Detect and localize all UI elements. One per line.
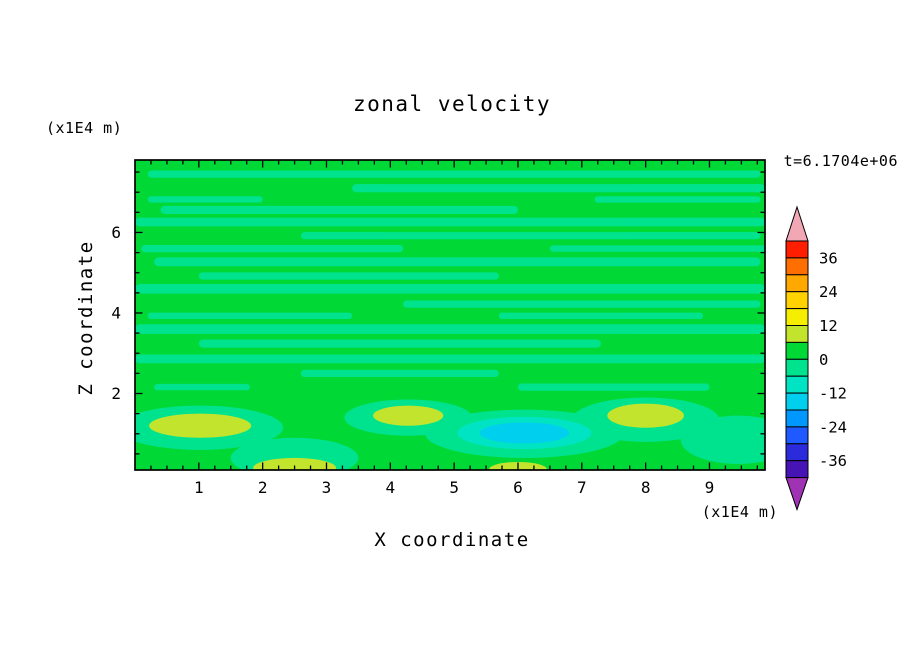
- x-tick-label: 7: [577, 478, 587, 497]
- colorbar-label: 36: [819, 249, 838, 267]
- contour-blob: [479, 422, 570, 444]
- y-tick-label: 4: [111, 303, 121, 322]
- colorbar-label: -36: [819, 452, 847, 470]
- colorbar-segment: [785, 375, 809, 394]
- plot-title: zonal velocity: [353, 92, 551, 116]
- colorbar-segment: [785, 460, 809, 479]
- colorbar-segment: [785, 341, 809, 360]
- x-tick-label: 6: [513, 478, 523, 497]
- colorbar-segment: [785, 257, 809, 276]
- axis-frame: [134, 159, 766, 471]
- x-tick-label: 8: [641, 478, 651, 497]
- contour-blob: [373, 405, 444, 426]
- colorbar-segment: [785, 308, 809, 327]
- colorbar-label: -12: [819, 385, 847, 403]
- contour-streak: [135, 354, 765, 364]
- contour-blob: [253, 457, 337, 470]
- x-tick-label: 1: [194, 478, 204, 497]
- y-tick-label: 2: [111, 384, 121, 403]
- contour-streak: [154, 257, 761, 267]
- contour-streak: [403, 300, 761, 308]
- colorbar-segment: [785, 240, 809, 259]
- contour-blob: [149, 413, 252, 438]
- contour-streak: [498, 312, 704, 320]
- contour-blob: [680, 415, 765, 464]
- contour-streak: [517, 383, 710, 391]
- colorbar-segment: [785, 274, 809, 293]
- y-axis-unit-label: (x1E4 m): [46, 119, 122, 137]
- contour-streak: [300, 232, 761, 240]
- x-tick-label: 5: [449, 478, 459, 497]
- contour-streak: [147, 196, 263, 203]
- tick-labels: 1 2 3 4 5 6 7 8 9 2 4 6: [111, 223, 714, 497]
- contour-blob: [607, 403, 684, 428]
- colorbar-segment: [785, 291, 809, 310]
- x-tick-label: 4: [385, 478, 395, 497]
- colorbar-segment: [785, 443, 809, 462]
- colorbar-label: 12: [819, 317, 838, 335]
- x-axis-title: X coordinate: [374, 529, 529, 551]
- colorbar: 36 24 12 0 -12 -24 -36: [785, 205, 847, 512]
- colorbar-label: -24: [819, 418, 847, 436]
- x-tick-label: 2: [258, 478, 268, 497]
- contour-streak: [135, 284, 765, 294]
- colorbar-segment: [785, 426, 809, 445]
- contour-streak: [147, 170, 761, 178]
- contour-streak: [549, 245, 765, 252]
- x-tick-label: 9: [705, 478, 715, 497]
- colorbar-under-arrow: [785, 477, 809, 512]
- colorbar-segment: [785, 392, 809, 411]
- colorbar-label: 24: [819, 283, 838, 301]
- contour-blob: [230, 437, 359, 470]
- x-axis-unit-label: (x1E4 m): [702, 503, 778, 521]
- contour-streak: [160, 205, 518, 214]
- y-tick-label: 6: [111, 223, 121, 242]
- contour-streak: [154, 383, 250, 391]
- contour-streak: [147, 312, 353, 320]
- colorbar-label: 0: [819, 351, 828, 369]
- colorbar-segment: [785, 358, 809, 377]
- contour-streak: [135, 217, 765, 227]
- contour-streak: [198, 339, 601, 348]
- contour-streak: [300, 369, 499, 377]
- contour-streak: [594, 196, 761, 203]
- colorbar-over-arrow: [785, 205, 809, 242]
- colorbar-segment: [785, 409, 809, 428]
- y-axis-title: Z coordinate: [75, 240, 97, 395]
- colorbar-segment: [785, 325, 809, 343]
- time-label: t=6.1704e+06: [784, 152, 898, 170]
- contour-field: [135, 160, 765, 470]
- x-tick-label: 3: [322, 478, 332, 497]
- contour-streak: [198, 272, 499, 280]
- plot-border: [134, 159, 766, 471]
- contour-streak: [352, 184, 765, 193]
- contour-streak: [135, 324, 765, 334]
- contour-streak: [141, 244, 404, 253]
